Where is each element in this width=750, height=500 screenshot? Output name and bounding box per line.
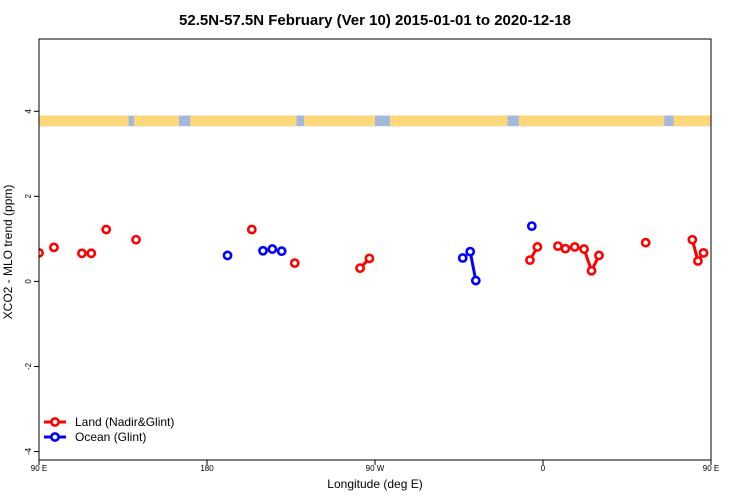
land-segment <box>190 115 297 127</box>
series-ocean <box>222 221 537 286</box>
data-point <box>86 248 97 259</box>
data-point <box>258 245 268 256</box>
data-point <box>569 242 580 252</box>
data-point <box>560 243 571 254</box>
series-line <box>468 251 478 281</box>
data-point <box>470 275 481 286</box>
data-point <box>594 250 604 261</box>
land-segment <box>134 115 179 127</box>
y-tick-label: -4 <box>24 447 33 455</box>
series-land <box>39 224 709 276</box>
data-point <box>267 244 278 254</box>
data-point <box>246 224 257 235</box>
y-axis-label: XCO2 - MLO trend (ppm) <box>1 185 15 320</box>
data-point <box>640 237 651 248</box>
legend-label: Ocean (Glint) <box>75 430 146 444</box>
x-axis: 90 E 180 90 W 0 90 E <box>31 460 719 473</box>
data-point <box>131 234 141 245</box>
chart-title: 52.5N-57.5N February (Ver 10) 2015-01-01… <box>179 12 571 29</box>
data-point <box>355 263 365 274</box>
data-point <box>101 224 112 235</box>
y-tick-label: 4 <box>24 109 33 114</box>
land-mask-band <box>39 115 711 127</box>
x-axis-label: Longitude (deg E) <box>327 477 422 491</box>
x-tick-label: 90 E <box>703 464 719 473</box>
series-layer <box>39 221 709 286</box>
data-point <box>77 248 87 259</box>
y-axis: -4 -2 0 2 4 <box>24 109 39 455</box>
x-tick-label: 90 E <box>31 464 47 473</box>
data-point <box>553 241 563 251</box>
land-segment <box>39 115 129 127</box>
data-point <box>49 242 59 253</box>
y-tick-label: -2 <box>24 362 33 370</box>
data-point <box>693 256 703 266</box>
data-point <box>289 258 300 269</box>
land-segment <box>673 115 711 127</box>
x-tick-label: 90 W <box>366 464 385 473</box>
y-tick-label: 0 <box>24 279 33 284</box>
x-tick-label: 180 <box>200 464 214 473</box>
x-tick-label: 0 <box>541 464 546 473</box>
data-point <box>698 248 709 258</box>
data-point <box>276 246 287 257</box>
data-point <box>532 242 543 252</box>
data-point <box>526 221 537 232</box>
data-point <box>579 244 589 254</box>
legend-marker <box>50 432 60 442</box>
data-point <box>586 265 597 276</box>
legend: Land (Nadir&Glint)Ocean (Glint) <box>44 415 174 444</box>
data-point <box>222 250 233 261</box>
legend-marker <box>50 417 60 427</box>
data-point <box>364 253 375 264</box>
data-point <box>525 255 535 266</box>
land-segment <box>518 115 665 127</box>
land-segment <box>304 115 375 127</box>
data-point <box>465 246 476 257</box>
y-tick-label: 2 <box>24 194 33 199</box>
data-point <box>457 253 468 263</box>
land-segment <box>389 115 508 127</box>
data-point <box>687 234 698 245</box>
legend-label: Land (Nadir&Glint) <box>75 415 174 429</box>
